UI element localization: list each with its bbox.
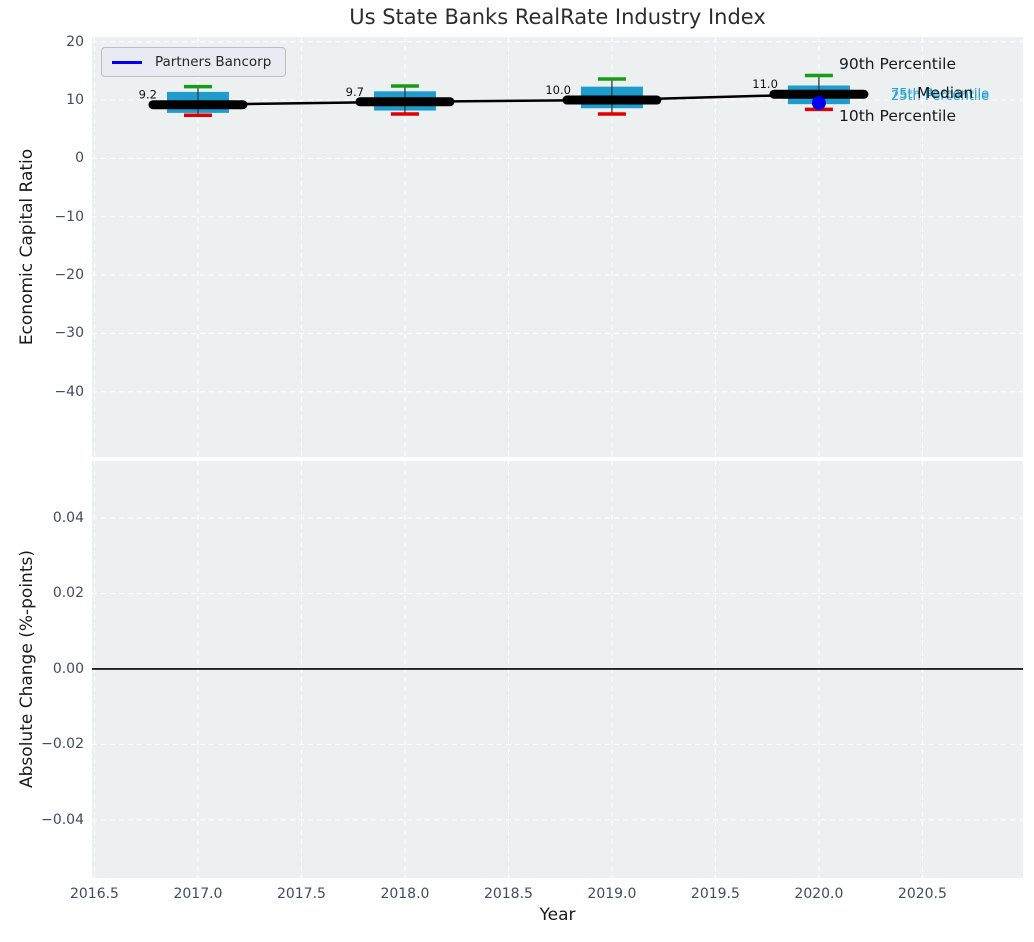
y-axis-label-top: Economic Capital Ratio xyxy=(17,148,37,346)
y-tick-label: 0 xyxy=(75,150,84,167)
x-tick-label: 2017.5 xyxy=(276,886,326,902)
y-tick-label: −20 xyxy=(54,267,84,284)
legend-label: Partners Bancorp xyxy=(155,54,272,70)
x-tick-label: 2017.0 xyxy=(173,886,223,902)
y-tick-label: 10 xyxy=(66,92,84,109)
company-point-partners-bancorp xyxy=(811,95,826,110)
median-value-label-2020: 11.0 xyxy=(752,77,778,91)
panel-svg: 9.2 9.7 10.0 11.0 xyxy=(92,37,1023,457)
x-axis-label: Year xyxy=(539,905,576,925)
x-tick-label: 2018.0 xyxy=(380,886,430,902)
annotation-median: Median xyxy=(917,84,974,102)
y-tick-label: 20 xyxy=(66,33,84,50)
legend: Partners Bancorp xyxy=(101,47,287,77)
panel-svg xyxy=(92,461,1023,878)
chart-title: Us State Banks RealRate Industry Index xyxy=(349,5,766,29)
y-tick-label: 0.02 xyxy=(52,585,84,602)
legend-line-sample xyxy=(112,60,142,64)
annotation-90th-percentile: 90th Percentile xyxy=(839,55,957,73)
y-tick-label: −40 xyxy=(54,383,84,400)
x-tick-label: 2019.0 xyxy=(587,886,637,902)
y-tick-label: −0.04 xyxy=(41,811,84,828)
annotation-75th-percentile: 75th Percentile xyxy=(891,87,990,102)
y-tick-label: −30 xyxy=(54,325,84,342)
x-tick-label: 2018.5 xyxy=(483,886,533,902)
annotation-10th-percentile: 10th Percentile xyxy=(839,107,957,125)
median-value-label-2017: 9.2 xyxy=(139,88,157,102)
y-tick-label: 0.00 xyxy=(52,660,84,677)
y-tick-label: −10 xyxy=(54,208,84,225)
bottom-panel-absolute-change xyxy=(92,461,1023,878)
x-tick-label: 2019.5 xyxy=(690,886,740,902)
x-tick-label: 2016.5 xyxy=(69,886,119,902)
y-tick-label: −0.02 xyxy=(41,736,84,753)
y-tick-label: 0.04 xyxy=(52,509,84,526)
median-value-label-2019: 10.0 xyxy=(545,83,571,97)
median-value-label-2018: 9.7 xyxy=(346,85,364,99)
median-trend-line xyxy=(197,92,819,106)
x-tick-label: 2020.5 xyxy=(897,886,947,902)
annotation-25th-percentile: 25th Percentile xyxy=(891,88,990,104)
x-tick-label: 2020.0 xyxy=(794,886,844,902)
top-panel-economic-capital-ratio: 9.2 9.7 10.0 11.0 xyxy=(92,37,1023,457)
